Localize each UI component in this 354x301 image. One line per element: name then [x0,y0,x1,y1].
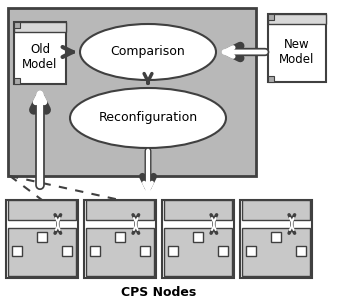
Bar [86,200,154,220]
Bar [240,200,312,278]
Bar [84,200,156,278]
Bar [268,14,326,24]
Bar [14,78,20,84]
Bar [86,228,154,276]
Bar [268,14,326,82]
Bar [168,246,178,256]
Bar [164,200,232,220]
Bar [14,22,66,84]
Bar [193,232,203,242]
Bar [164,228,232,276]
Bar [90,246,100,256]
Bar [242,200,310,220]
Bar [115,232,125,242]
Bar [271,232,281,242]
Bar [14,22,66,32]
Bar [6,200,78,278]
Bar [268,76,274,82]
Bar [12,246,22,256]
Text: CPS Nodes: CPS Nodes [121,286,196,299]
Bar [14,22,20,28]
Ellipse shape [70,88,226,148]
Bar [296,246,306,256]
Ellipse shape [80,24,216,80]
Bar [8,228,76,276]
Bar [242,228,310,276]
Bar [246,246,256,256]
Bar [140,246,150,256]
Text: Reconfiguration: Reconfiguration [98,111,198,125]
Bar [62,246,72,256]
Bar [37,232,47,242]
Bar [218,246,228,256]
Text: Old
Model: Old Model [22,43,58,71]
Text: Comparison: Comparison [110,45,185,58]
Bar [268,14,274,20]
Bar [162,200,234,278]
Bar [8,8,256,176]
Bar [8,200,76,220]
Text: New
Model: New Model [279,38,315,66]
